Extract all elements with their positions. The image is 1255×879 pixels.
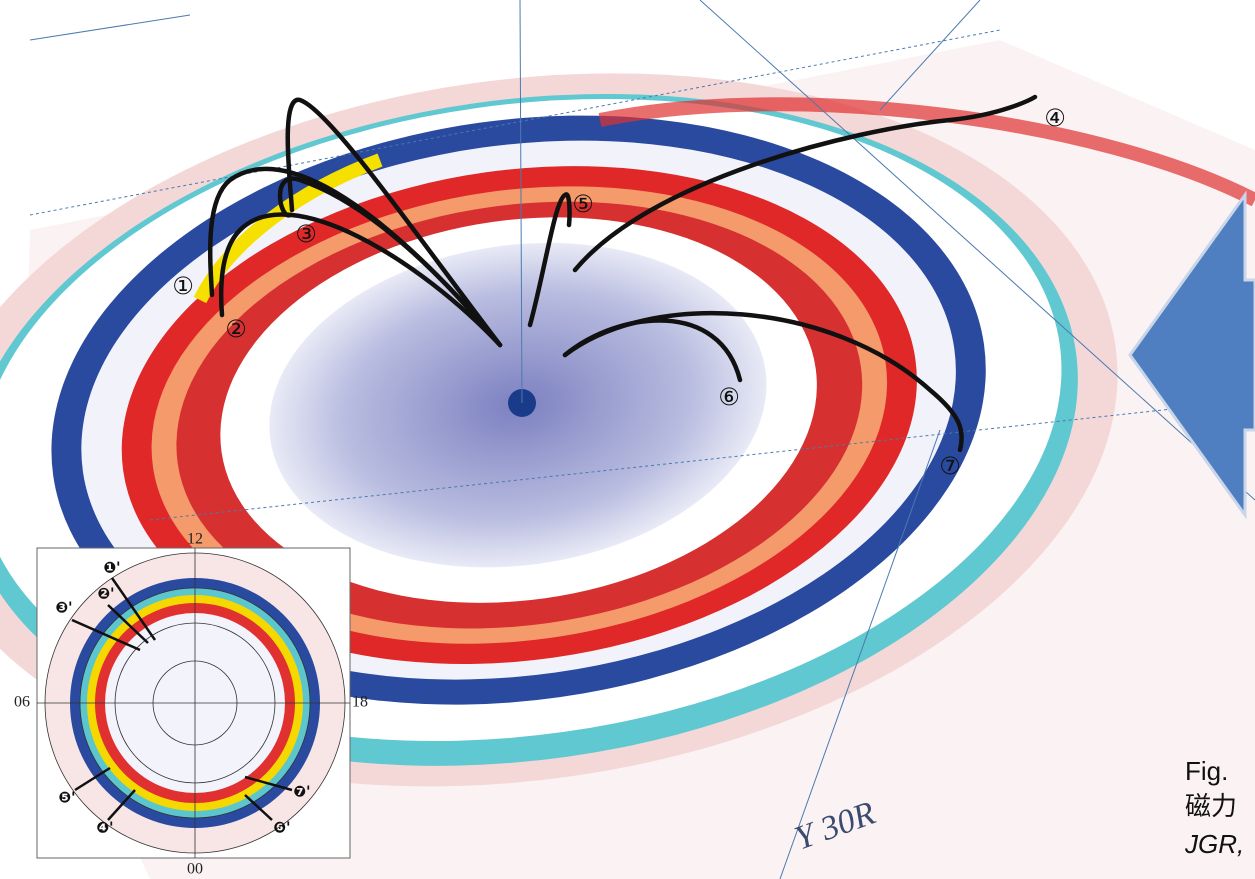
line-label: ④ [1044, 104, 1066, 132]
inset-label: ❼' [293, 783, 310, 801]
field-line-labels: ① ② ③ ④ ⑤ ⑥ ⑦ [172, 104, 1066, 480]
red-band [598, 97, 1255, 207]
direction-arrow [1128, 190, 1255, 520]
inset-label: ❸' [55, 599, 72, 617]
caption-line: JGR, [1184, 829, 1244, 859]
hour-label: 18 [352, 694, 368, 711]
line-label: ⑤ [572, 190, 594, 218]
inset-label: ❷' [97, 585, 114, 603]
hour-label: 06 [14, 694, 30, 711]
box-edges [29, 0, 1255, 879]
hour-label: 00 [187, 861, 203, 878]
inset-label: ❹' [96, 819, 113, 837]
line-label: ⑥ [718, 383, 740, 411]
caption-line: 磁力 [1185, 791, 1237, 821]
line-label: ① [172, 272, 194, 300]
caption-line: Fig. [1185, 756, 1228, 786]
hour-label: 12 [187, 531, 203, 548]
field-lines [207, 94, 1038, 453]
inset-polar-plot: 12 06 18 00 ❶' ❷' ❸' ❹' ❺' ❻' ❼' [14, 531, 368, 878]
line-label: ⑦ [939, 452, 961, 480]
inset-label: ❻' [273, 819, 290, 837]
inset-label: ❶' [103, 559, 120, 577]
line-label: ③ [295, 220, 317, 248]
line-label: ② [225, 315, 247, 343]
inset-label: ❺' [58, 789, 75, 807]
